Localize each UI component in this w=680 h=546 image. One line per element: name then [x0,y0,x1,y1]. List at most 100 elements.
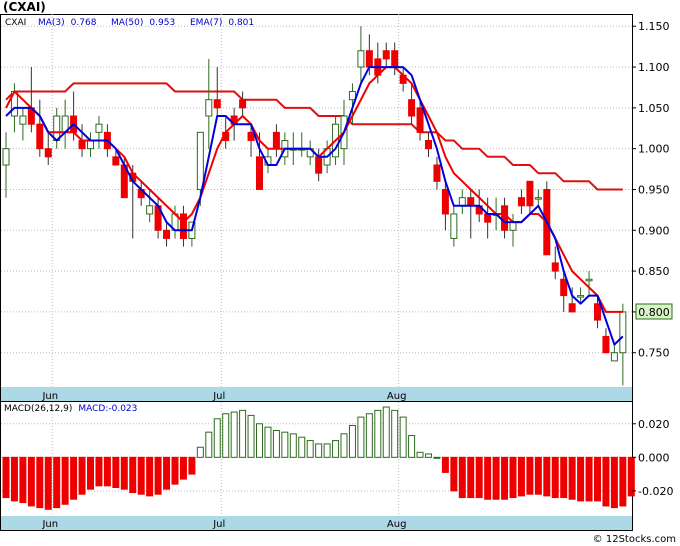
macd-bar [560,456,568,499]
price-tick-label: 0.950 [638,183,670,196]
candle-body [365,50,373,68]
candle-body [517,197,525,207]
candle-body [560,278,568,297]
macd-axis-ticks: 0.020 0.000 -0.020 [632,418,673,498]
candle-body [408,99,416,117]
macd-bar [264,426,272,458]
macd-month-label: Jul [212,519,225,530]
candle [594,295,601,329]
legend-ema7-name: EMA(7) [190,18,222,28]
legend-ema7-value: 0.801 [228,18,254,28]
macd-bar [348,424,356,458]
macd-bar [188,456,196,475]
macd-bar [526,456,534,495]
chart-symbol-title: (CXAI) [3,0,46,14]
price-month-label: Jul [212,391,225,402]
price-tick-label: 0.750 [638,347,670,360]
macd-bar [137,456,145,495]
legend-ma50: MA(50) 0.953 [111,18,175,28]
macd-bar [196,446,204,458]
candle [408,83,416,125]
candle-body [425,140,432,150]
candle-body [146,205,154,215]
macd-month-labels: Jun Jul Aug [41,519,406,530]
macd-bar [594,456,601,502]
legend-ma3: MA(3) 0.768 [38,18,97,28]
candle-body [2,148,10,166]
macd-bar [450,456,458,492]
candle-body [509,221,517,231]
macd-bar [19,456,27,504]
candle [534,189,542,206]
candle-body [95,123,103,133]
macd-bar [627,456,635,497]
macd-bar [213,418,221,458]
candle [433,156,441,190]
candle [526,180,534,214]
macd-bar [112,456,120,488]
macd-month-label: Jun [41,519,58,530]
candle-body [458,197,466,207]
candle-body [53,115,61,142]
macd-bar [78,456,86,495]
candle [585,271,593,296]
macd-bar [239,409,247,458]
ma3-line [5,66,624,346]
price-tick-label: 0.850 [638,265,670,278]
macd-bar [408,435,416,458]
legend-ma50-value: 0.953 [149,18,175,28]
macd-bar [27,456,35,507]
ma50-path [5,82,623,191]
macd-bar [95,456,103,487]
legend-symbol: CXAI [5,18,26,28]
price-tick-label: 1.100 [638,61,670,74]
macd-bar [247,414,255,458]
candle-body [163,229,171,239]
candle-body [568,303,576,313]
macd-bar [10,456,18,502]
macd-bar [306,440,314,458]
candle-body [315,156,323,174]
legend-ema7: EMA(7) 0.801 [190,18,254,28]
watermark: © 12Stocks.com [593,534,676,545]
candle [19,107,27,141]
price-month-label: Jun [41,391,58,402]
candle-body [78,140,86,150]
ma50-line [5,82,623,191]
candle-body [382,50,390,60]
candle [146,189,154,223]
macd-bar [298,436,306,458]
macd-bar [120,456,128,490]
ma3-path [5,66,624,346]
macd-bar [340,433,348,458]
macd-bar [44,456,52,510]
price-tick-label: 1.000 [638,143,670,156]
macd-title: MACD(26,12,9) MACD:-0.023 [4,404,137,414]
macd-bar [509,456,517,499]
macd-bar [2,456,10,499]
macd-bar [129,456,137,494]
macd-bar [484,456,492,500]
candle [163,222,171,247]
macd-bar [36,456,44,509]
macd-bar [87,456,94,490]
macd-bar [230,411,238,458]
macd-bar [517,456,525,497]
candle-body [551,262,559,272]
macd-bar [103,456,111,487]
candle-body [610,352,618,362]
price-month-label: Aug [387,391,407,402]
candle [205,58,213,149]
macd-bar [433,456,441,459]
candle-body [179,213,187,239]
macd-bar [357,416,365,458]
candle-body [239,99,247,109]
candle-body [247,131,255,142]
macd-bar [179,456,187,480]
candle [441,181,449,231]
candle-body [87,140,94,150]
macd-bar [146,456,154,497]
candle-body [577,295,585,298]
candle [416,99,424,141]
